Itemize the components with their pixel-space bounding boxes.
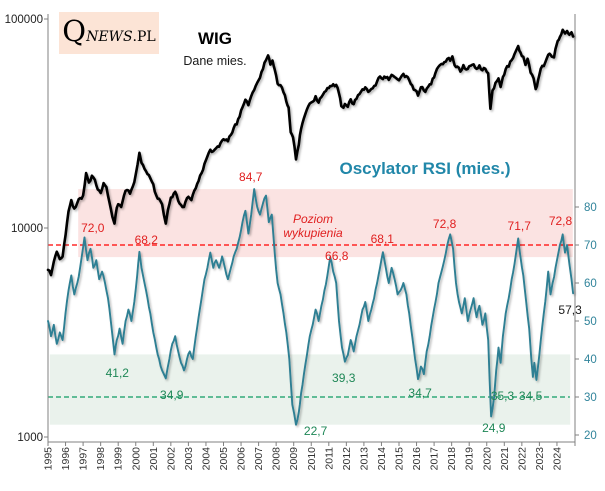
svg-text:2002: 2002 [165, 447, 177, 471]
svg-text:2016: 2016 [411, 447, 423, 471]
svg-text:1995: 1995 [43, 447, 55, 471]
svg-text:80: 80 [584, 202, 597, 214]
svg-text:2014: 2014 [376, 447, 388, 471]
svg-text:2012: 2012 [341, 447, 353, 471]
logo-pl: .PL [132, 29, 156, 45]
svg-text:50: 50 [584, 316, 597, 328]
svg-text:1998: 1998 [95, 447, 107, 471]
svg-text:2015: 2015 [394, 447, 406, 471]
value-annotation: 72,0 [81, 221, 105, 235]
svg-text:2017: 2017 [429, 447, 441, 471]
svg-text:20: 20 [584, 430, 597, 442]
value-annotation: 34,9 [160, 388, 184, 402]
axes [44, 14, 579, 446]
value-annotation: 57,3 [558, 303, 582, 317]
svg-text:1999: 1999 [113, 447, 125, 471]
rsi-series-title: Oscylator RSI (mies.) [339, 159, 511, 178]
rsi-line [47, 188, 575, 426]
svg-text:2013: 2013 [358, 447, 370, 471]
value-annotation: 41,2 [106, 366, 130, 380]
wig-line [46, 28, 575, 277]
svg-text:2001: 2001 [148, 447, 160, 471]
svg-text:70: 70 [584, 240, 597, 252]
value-annotation: 72,8 [549, 214, 573, 228]
svg-text:40: 40 [584, 354, 597, 366]
value-annotation: 68,2 [135, 233, 159, 247]
value-annotation: 71,7 [508, 219, 532, 233]
value-annotation: 66,8 [325, 249, 349, 263]
svg-text:2010: 2010 [306, 447, 318, 471]
svg-text:2008: 2008 [271, 447, 283, 471]
svg-text:2024: 2024 [552, 447, 564, 471]
svg-text:10000: 10000 [11, 223, 43, 235]
svg-text:1997: 1997 [78, 447, 90, 471]
svg-text:2007: 2007 [253, 447, 265, 471]
value-annotation: 24,9 [482, 421, 506, 435]
svg-text:2009: 2009 [288, 447, 300, 471]
chart-title: WIG [198, 29, 232, 48]
svg-text:2004: 2004 [201, 447, 213, 471]
axis-labels: 1000 10000 100000 20 30 40 50 60 70 80 1995 1996 199… [5, 14, 597, 470]
value-annotation: Poziom [293, 212, 333, 226]
value-annotation: 34,7 [408, 386, 432, 400]
logo-q: Q [62, 14, 87, 48]
value-annotation: 35,3 [491, 389, 515, 403]
svg-text:60: 60 [584, 278, 597, 290]
svg-text:2000: 2000 [130, 447, 142, 471]
svg-text:2023: 2023 [534, 447, 546, 471]
oversold-zone [49, 354, 571, 425]
logo-news: NEWS [86, 29, 133, 45]
svg-text:2018: 2018 [446, 447, 458, 471]
logo-badge: Q NEWS .PL [59, 12, 159, 54]
value-annotation: 34,5 [519, 389, 543, 403]
svg-text:1000: 1000 [17, 432, 43, 444]
value-annotation: wykupienia [283, 226, 343, 240]
svg-text:100000: 100000 [5, 14, 43, 26]
value-annotation: 22,7 [304, 424, 328, 438]
svg-text:2019: 2019 [464, 447, 476, 471]
svg-text:2011: 2011 [323, 447, 335, 470]
svg-text:2021: 2021 [499, 447, 511, 471]
value-annotation: 72,8 [433, 217, 457, 231]
value-annotation: 39,3 [332, 371, 356, 385]
svg-text:1996: 1996 [60, 447, 72, 471]
svg-text:2003: 2003 [183, 447, 195, 471]
svg-text:2005: 2005 [218, 447, 230, 471]
chart-subtitle: Dane mies. [183, 54, 247, 68]
svg-text:2006: 2006 [236, 447, 248, 471]
svg-text:2022: 2022 [516, 447, 528, 471]
value-annotation: 84,7 [239, 170, 263, 184]
svg-text:2020: 2020 [481, 447, 493, 471]
value-annotation: 68,1 [371, 232, 395, 246]
svg-text:30: 30 [584, 392, 597, 404]
